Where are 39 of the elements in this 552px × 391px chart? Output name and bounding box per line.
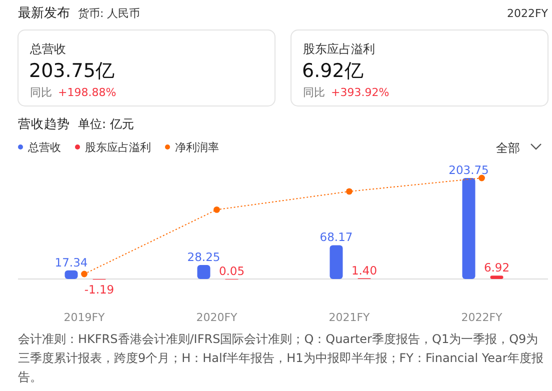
text: +198.88% bbox=[58, 86, 116, 99]
bar bbox=[330, 245, 343, 279]
x-tick-label: 2019FY bbox=[64, 310, 106, 324]
text: 全部 bbox=[496, 141, 520, 155]
text: 2022FY bbox=[506, 7, 548, 20]
text: 6.92亿 bbox=[302, 60, 364, 82]
legend-label: 总营收 bbox=[27, 141, 61, 154]
point bbox=[346, 188, 352, 195]
data-label: 6.92 bbox=[484, 260, 510, 275]
data-label: 203.75 bbox=[448, 163, 489, 177]
text: 会计准则：HKFRS香港会计准则/IFRS国际会计准则；Q：Quarter季度报告，Q1为一季报，Q9为三季度累计报表，跨度9个月；H：Half半年报告，H1为中报即半年报；FY：Financial Year年度报告。 bbox=[18, 332, 544, 384]
data-label: 1.40 bbox=[351, 263, 378, 278]
data-label: 0.05 bbox=[218, 264, 245, 278]
bar bbox=[197, 264, 210, 279]
chart-title: 营收趋势 bbox=[18, 116, 70, 131]
text: 同比 bbox=[303, 86, 325, 99]
text: 203.75亿 bbox=[29, 60, 114, 82]
legend-label: 股东应占溢利 bbox=[85, 141, 151, 154]
chart-subtitle: 单位: 亿元 bbox=[78, 117, 134, 131]
bar bbox=[462, 178, 476, 279]
legend-label: 净利润率 bbox=[175, 141, 219, 154]
x-tick-label: 2021FY bbox=[328, 310, 370, 324]
point bbox=[214, 206, 220, 213]
text: 股东应占溢利 bbox=[303, 42, 375, 56]
text: 货币: 人民币 bbox=[78, 7, 140, 20]
text: 最新发布 bbox=[18, 6, 70, 21]
text: 同比 bbox=[30, 86, 52, 99]
x-tick-label: 2020FY bbox=[196, 310, 238, 324]
data-label: -1.19 bbox=[84, 282, 114, 297]
point bbox=[478, 174, 485, 182]
bar bbox=[64, 270, 78, 279]
text: 总营收 bbox=[29, 42, 66, 56]
text: +393.92% bbox=[331, 86, 390, 99]
data-label: 17.34 bbox=[54, 255, 88, 270]
point bbox=[81, 270, 88, 278]
data-label: 28.25 bbox=[187, 250, 220, 264]
x-tick-label: 2022FY bbox=[461, 310, 503, 324]
data-label: 68.17 bbox=[320, 230, 353, 244]
bar bbox=[490, 276, 504, 279]
